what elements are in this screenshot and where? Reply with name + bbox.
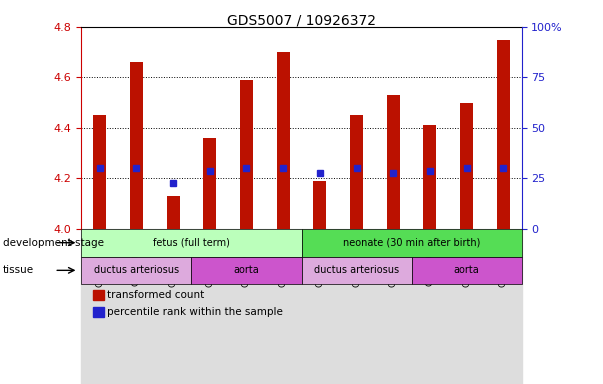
Text: fetus (full term): fetus (full term) <box>153 238 230 248</box>
Bar <box>375 229 411 384</box>
Bar <box>81 229 118 384</box>
FancyBboxPatch shape <box>81 229 302 257</box>
Bar <box>448 229 485 384</box>
Bar <box>130 62 143 229</box>
Text: GDS5007 / 10926372: GDS5007 / 10926372 <box>227 13 376 27</box>
Text: ductus arteriosus: ductus arteriosus <box>94 265 179 275</box>
Bar <box>277 52 289 229</box>
Bar <box>460 103 473 229</box>
Bar <box>118 229 155 384</box>
Bar <box>485 229 522 384</box>
Text: aorta: aorta <box>233 265 259 275</box>
Bar <box>411 229 448 384</box>
Bar <box>192 229 228 384</box>
Bar <box>497 40 510 229</box>
FancyBboxPatch shape <box>302 257 411 284</box>
FancyBboxPatch shape <box>192 257 302 284</box>
Bar <box>265 229 302 384</box>
Text: ductus arteriosus: ductus arteriosus <box>314 265 399 275</box>
Bar <box>387 95 400 229</box>
Bar <box>93 115 106 229</box>
Bar <box>314 181 326 229</box>
Bar <box>423 125 437 229</box>
FancyBboxPatch shape <box>81 257 192 284</box>
Text: tissue: tissue <box>3 265 34 275</box>
Text: transformed count: transformed count <box>107 290 204 300</box>
Bar <box>240 80 253 229</box>
Text: aorta: aorta <box>453 265 479 275</box>
Bar <box>338 229 375 384</box>
FancyBboxPatch shape <box>411 257 522 284</box>
Bar <box>350 115 363 229</box>
Bar <box>228 229 265 384</box>
Bar <box>166 196 180 229</box>
Bar <box>302 229 338 384</box>
Text: percentile rank within the sample: percentile rank within the sample <box>107 307 283 317</box>
Bar <box>203 138 216 229</box>
Bar <box>155 229 192 384</box>
FancyBboxPatch shape <box>302 229 522 257</box>
Text: development stage: development stage <box>3 238 104 248</box>
Text: neonate (30 min after birth): neonate (30 min after birth) <box>343 238 480 248</box>
